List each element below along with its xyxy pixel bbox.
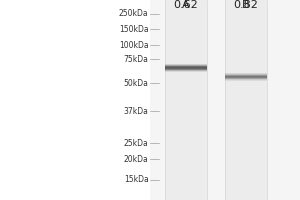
Text: 250kDa: 250kDa [119,9,148,19]
Text: 37kDa: 37kDa [124,106,148,116]
Text: 100kDa: 100kDa [119,40,148,49]
Text: B: B [242,0,250,10]
Bar [225,73,267,74]
Bar [225,76,267,77]
Bar [225,78,267,79]
Text: 15kDa: 15kDa [124,176,148,184]
Bar [225,74,267,75]
Bar [165,0,207,200]
Bar [150,0,300,200]
Bar [225,77,267,78]
Bar [165,68,207,69]
Bar [225,79,267,80]
Text: A: A [182,0,190,10]
Text: 20kDa: 20kDa [124,154,148,164]
Bar [165,64,207,65]
Text: 150kDa: 150kDa [119,24,148,33]
Text: 25kDa: 25kDa [124,138,148,148]
Bar [225,75,267,76]
Bar [165,70,207,71]
Bar [165,65,207,66]
Bar [165,69,207,70]
Text: 0.82: 0.82 [234,0,258,10]
Bar [165,66,207,67]
Bar [165,71,207,72]
Bar [165,67,207,68]
Bar [225,0,267,200]
Text: 0.62: 0.62 [174,0,198,10]
Text: 50kDa: 50kDa [124,78,148,88]
Text: 75kDa: 75kDa [124,54,148,64]
